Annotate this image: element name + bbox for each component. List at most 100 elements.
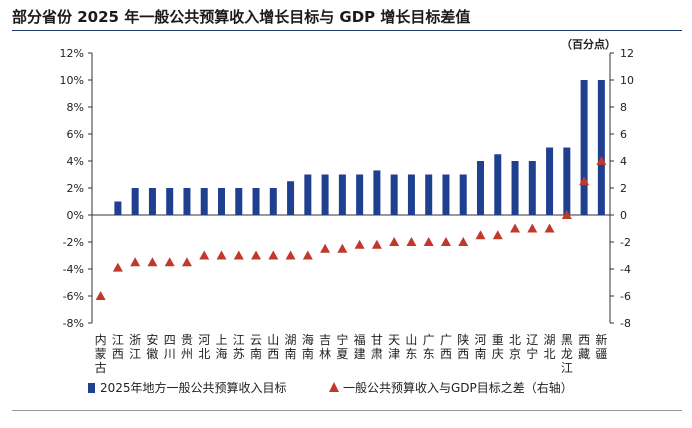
left-tick-label: 12% bbox=[60, 47, 84, 60]
marker-四川 bbox=[164, 257, 175, 267]
bar-北京 bbox=[511, 161, 519, 215]
bar-广东 bbox=[425, 174, 433, 215]
marker-新疆 bbox=[596, 156, 607, 165]
marker-湖南 bbox=[285, 250, 296, 260]
marker-河南 bbox=[475, 230, 486, 240]
bar-吉林 bbox=[321, 174, 329, 215]
left-tick-label: 4% bbox=[67, 155, 84, 168]
title-rule bbox=[12, 30, 682, 31]
right-tick-label: -8 bbox=[620, 317, 631, 330]
legend: 2025年地方一般公共预算收入目标 一般公共预算收入与GDP目标之差（右轴） bbox=[88, 380, 573, 395]
category-label: 湖北 bbox=[544, 332, 556, 361]
marker-江苏 bbox=[233, 250, 244, 260]
marker-宁夏 bbox=[337, 243, 348, 253]
marker-广东 bbox=[423, 237, 434, 246]
left-tick-label: 8% bbox=[67, 101, 84, 114]
bottom-rule bbox=[12, 410, 682, 411]
category-label: 江西 bbox=[112, 333, 124, 361]
bar-海南 bbox=[304, 174, 312, 215]
marker-海南 bbox=[302, 250, 313, 260]
bar-黑龙江 bbox=[563, 147, 571, 215]
bar-天津 bbox=[390, 174, 398, 215]
marker-黑龙江 bbox=[561, 210, 572, 219]
category-label: 西藏 bbox=[578, 333, 590, 361]
category-label: 新疆 bbox=[595, 332, 607, 361]
marker-重庆 bbox=[492, 230, 503, 240]
category-label: 广东 bbox=[423, 333, 435, 361]
right-tick-label: 8 bbox=[620, 101, 627, 114]
marker-甘肃 bbox=[371, 239, 382, 249]
bar-湖南 bbox=[287, 181, 295, 215]
right-tick-label: -4 bbox=[620, 263, 631, 276]
legend-marker-swatch bbox=[329, 382, 339, 392]
category-label: 北京 bbox=[509, 333, 521, 361]
marker-云南 bbox=[251, 250, 262, 260]
bar-云南 bbox=[252, 188, 260, 215]
category-labels: 内蒙古江西浙江安徽四川贵州河北上海江苏云南山西湖南海南吉林宁夏福建甘肃天津山东广… bbox=[95, 332, 608, 375]
marker-内蒙古 bbox=[95, 291, 106, 300]
bar-江西 bbox=[114, 201, 122, 215]
marker-浙江 bbox=[130, 257, 141, 267]
category-label: 四川 bbox=[164, 333, 176, 361]
left-tick-label: -6% bbox=[63, 290, 84, 303]
marker-上海 bbox=[216, 250, 227, 260]
right-axis-unit: （百分点） bbox=[561, 37, 616, 51]
category-label: 安徽 bbox=[146, 332, 158, 361]
category-label: 吉林 bbox=[319, 333, 331, 361]
marker-陕西 bbox=[458, 237, 469, 246]
right-tick-label: 6 bbox=[620, 128, 627, 141]
left-tick-label: -4% bbox=[63, 263, 84, 276]
category-label: 黑龙江 bbox=[561, 333, 573, 375]
bar-广西 bbox=[442, 174, 450, 215]
category-label: 湖南 bbox=[285, 332, 297, 361]
category-label: 内蒙古 bbox=[95, 333, 107, 375]
category-label: 海南 bbox=[302, 332, 314, 361]
category-label: 江苏 bbox=[233, 333, 245, 361]
bar-四川 bbox=[166, 188, 174, 215]
chart-axes: 12% 12 10% 10 8% 8 6% 6 4% 4 2% 2 0% 0 -2% -2 -4% -4 -6% -6… bbox=[60, 37, 634, 330]
right-tick-label: 4 bbox=[620, 155, 627, 168]
category-label: 辽宁 bbox=[526, 333, 538, 361]
category-label: 贵州 bbox=[181, 333, 193, 361]
left-tick-label: 0% bbox=[67, 209, 84, 222]
marker-福建 bbox=[354, 239, 365, 249]
category-label: 广西 bbox=[440, 333, 452, 361]
legend-bar-label: 2025年地方一般公共预算收入目标 bbox=[100, 380, 287, 395]
marker-广西 bbox=[440, 237, 451, 246]
category-label: 山东 bbox=[405, 333, 417, 361]
bar-贵州 bbox=[183, 188, 191, 215]
category-label: 陕西 bbox=[457, 332, 469, 361]
marker-贵州 bbox=[181, 257, 192, 267]
right-tick-label: -2 bbox=[620, 236, 631, 249]
right-tick-label: 10 bbox=[620, 74, 634, 87]
category-label: 河南 bbox=[474, 333, 486, 361]
marker-天津 bbox=[389, 237, 400, 246]
marker-江西 bbox=[112, 262, 123, 272]
bar-辽宁 bbox=[528, 161, 536, 215]
legend-marker-label: 一般公共预算收入与GDP目标之差（右轴） bbox=[343, 380, 573, 395]
chart-title: 部分省份 2025 年一般公共预算收入增长目标与 GDP 增长目标差值 bbox=[12, 8, 471, 26]
bar-series bbox=[114, 80, 605, 215]
marker-辽宁 bbox=[527, 223, 538, 233]
category-label: 福建 bbox=[354, 332, 366, 361]
left-tick-label: 2% bbox=[67, 182, 84, 195]
category-label: 云南 bbox=[250, 333, 262, 361]
bar-山东 bbox=[407, 174, 415, 215]
left-tick-label: 6% bbox=[67, 128, 84, 141]
right-tick-label: 0 bbox=[620, 209, 627, 222]
bar-江苏 bbox=[235, 188, 243, 215]
bar-陕西 bbox=[459, 174, 467, 215]
bar-西藏 bbox=[580, 80, 588, 215]
category-label: 上海 bbox=[215, 333, 227, 361]
bar-湖北 bbox=[546, 147, 554, 215]
left-tick-label: 10% bbox=[60, 74, 84, 87]
bar-河北 bbox=[200, 188, 208, 215]
marker-北京 bbox=[510, 223, 521, 233]
bar-山西 bbox=[269, 188, 277, 215]
bar-上海 bbox=[218, 188, 225, 215]
marker-山西 bbox=[268, 250, 279, 260]
left-tick-label: -8% bbox=[63, 317, 84, 330]
bar-宁夏 bbox=[338, 174, 346, 215]
left-tick-label: -2% bbox=[63, 236, 84, 249]
marker-安徽 bbox=[147, 257, 158, 267]
